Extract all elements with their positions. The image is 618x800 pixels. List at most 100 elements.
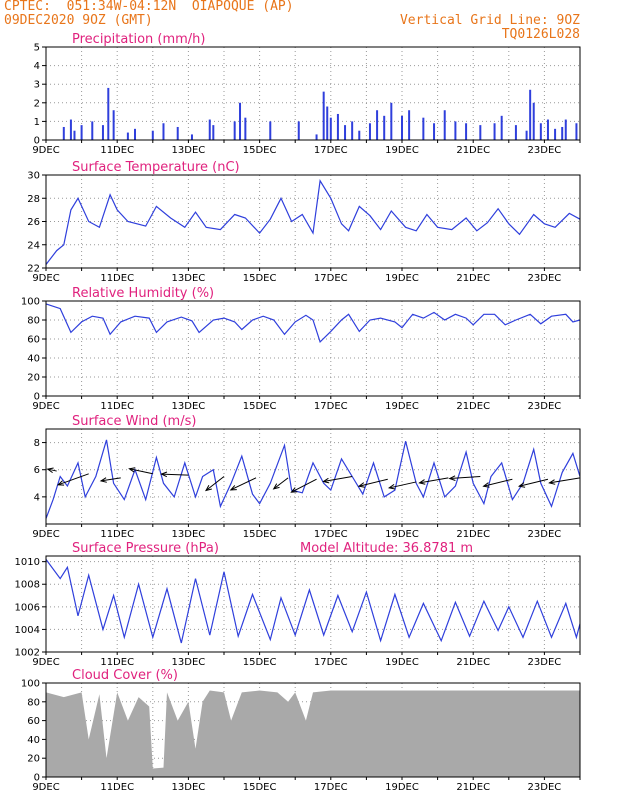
cloud-cover-area xyxy=(46,690,580,777)
precip-bar xyxy=(351,121,354,140)
x-tick-label: 21DEC xyxy=(456,401,490,412)
y-tick-label: 4 xyxy=(34,492,40,503)
y-tick-label: 1 xyxy=(34,117,40,128)
wind-vector-head xyxy=(272,483,280,490)
wind-vector-head xyxy=(46,467,54,474)
wind-vector xyxy=(57,473,89,486)
y-tick-label: 6 xyxy=(34,465,40,476)
wind-vector xyxy=(129,468,153,475)
x-tick-label: 11DEC xyxy=(100,657,134,668)
x-tick-label: 21DEC xyxy=(456,273,490,284)
wind-vector xyxy=(549,477,581,484)
y-tick-label: 4 xyxy=(34,61,40,72)
wind-vector xyxy=(47,468,57,472)
wind-vector-head xyxy=(229,485,237,491)
wind-vector-head xyxy=(128,467,136,473)
x-tick-label: 15DEC xyxy=(243,145,277,156)
x-tick-label: 17DEC xyxy=(314,657,348,668)
wind-vector xyxy=(273,477,289,490)
wind-vector xyxy=(100,477,121,482)
wind-vector xyxy=(449,476,481,479)
x-tick-label: 19DEC xyxy=(385,145,419,156)
wind-vector-head xyxy=(56,480,65,486)
series-line xyxy=(45,179,581,265)
precip-bar xyxy=(73,130,76,140)
precip-bar xyxy=(443,110,446,140)
x-tick-label: 13DEC xyxy=(172,273,206,284)
y-tick-label: 60 xyxy=(27,335,40,346)
panel-title: Relative Humidity (%) xyxy=(72,286,214,301)
wind-vector xyxy=(291,478,317,493)
x-tick-label: 23DEC xyxy=(528,782,562,793)
precip-bar xyxy=(401,115,403,140)
precip-bar xyxy=(532,102,535,140)
wind-vector-head xyxy=(418,479,426,485)
y-tick-label: 40 xyxy=(27,354,40,365)
x-tick-label: 9DEC xyxy=(32,657,59,668)
precip-bar xyxy=(101,125,104,140)
precip-bar xyxy=(107,87,110,140)
precip-bar xyxy=(408,110,411,140)
precip-bar xyxy=(454,121,457,140)
x-tick-label: 19DEC xyxy=(385,401,419,412)
x-tick-label: 21DEC xyxy=(456,657,490,668)
precip-bar xyxy=(525,130,528,140)
precip-bar xyxy=(239,102,242,140)
wind-vector xyxy=(483,478,513,487)
x-tick-label: 9DEC xyxy=(32,782,59,793)
y-tick-label: 2 xyxy=(34,98,40,109)
precip-bar xyxy=(390,102,393,140)
x-tick-label: 19DEC xyxy=(385,657,419,668)
precip-bar xyxy=(80,125,83,140)
x-tick-label: 17DEC xyxy=(314,529,348,540)
x-tick-label: 23DEC xyxy=(528,529,562,540)
panel-frame xyxy=(45,46,581,141)
panel-frame xyxy=(45,428,581,525)
precip-bar xyxy=(529,89,532,140)
x-tick-label: 9DEC xyxy=(32,529,59,540)
x-tick-label: 11DEC xyxy=(100,401,134,412)
y-tick-label: 20 xyxy=(27,373,40,384)
y-tick-label: 28 xyxy=(27,194,40,205)
precip-bar xyxy=(336,113,339,140)
y-tick-label: 20 xyxy=(27,754,40,765)
precip-bar xyxy=(297,121,300,140)
x-tick-label: 11DEC xyxy=(100,782,134,793)
wind-vector-head xyxy=(204,485,212,492)
panel-subtitle: Model Altitude: 36.8781 m xyxy=(300,541,473,556)
precip-bar xyxy=(176,126,179,140)
panel-title: Precipitation (mm/h) xyxy=(72,32,205,47)
precip-bar xyxy=(190,134,193,140)
precip-bar xyxy=(162,123,165,140)
precip-bar xyxy=(112,110,115,140)
x-tick-label: 13DEC xyxy=(172,401,206,412)
precip-bar xyxy=(91,121,94,140)
wind-vector xyxy=(323,476,353,482)
x-tick-label: 15DEC xyxy=(243,273,277,284)
panel-title: Cloud Cover (%) xyxy=(72,668,178,683)
precip-bar xyxy=(329,117,332,140)
header-station: CPTEC: 051:34W-04:12N OIAPOQUE (AP) xyxy=(4,0,294,14)
wind-vector-head xyxy=(387,483,396,490)
x-tick-label: 17DEC xyxy=(314,273,348,284)
x-tick-label: 15DEC xyxy=(243,401,277,412)
x-tick-label: 21DEC xyxy=(456,145,490,156)
precip-bar xyxy=(69,119,72,140)
x-tick-label: 9DEC xyxy=(32,273,59,284)
precip-bar xyxy=(514,125,517,140)
x-tick-label: 13DEC xyxy=(172,657,206,668)
wind-vector-head xyxy=(322,477,330,484)
y-tick-label: 0 xyxy=(34,136,40,147)
panel-frame xyxy=(45,174,581,269)
y-tick-label: 0 xyxy=(34,392,40,403)
y-tick-label: 40 xyxy=(27,735,40,746)
wind-vector xyxy=(358,478,388,487)
precip-bar xyxy=(368,123,371,140)
precip-bar xyxy=(500,115,503,140)
x-tick-label: 15DEC xyxy=(243,529,277,540)
precip-bar xyxy=(433,123,436,140)
wind-vector-head xyxy=(99,477,107,483)
header-model: TQ0126L028 xyxy=(501,27,580,42)
wind-vector-head xyxy=(290,487,298,493)
